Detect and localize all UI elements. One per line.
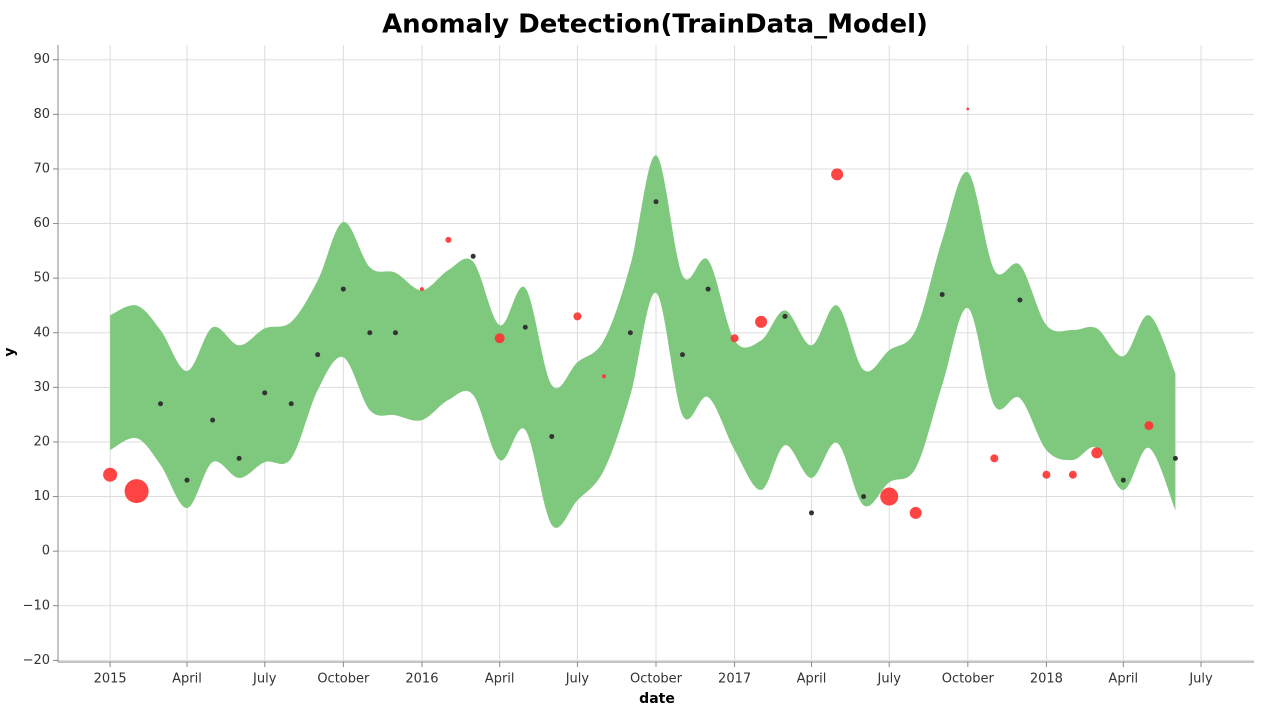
data-point [340,286,346,292]
data-point [262,390,268,396]
x-tick-label: April [485,672,515,687]
anomaly-point [573,312,582,321]
x-tick-label: October [317,672,370,687]
anomaly-point [1091,447,1103,459]
anomaly-point [990,454,999,463]
data-point [158,401,164,407]
marks [103,107,1178,528]
data-point [653,199,659,205]
chart-title: Anomaly Detection(TrainData_Model) [382,10,928,40]
data-point [1172,455,1178,461]
data-point [288,401,294,407]
y-tick-label: −10 [23,598,50,613]
y-tick-label: 0 [42,544,50,559]
anomaly-point [1042,470,1051,479]
y-tick-label: 60 [33,216,50,231]
x-tick-label: April [797,672,827,687]
y-tick-label: 50 [33,271,50,286]
data-point [367,330,373,336]
data-point [236,455,242,461]
data-point [782,313,788,319]
anomaly-point [880,487,899,506]
data-point [939,292,945,298]
y-tick-label: 90 [33,52,50,67]
anomaly-point [909,506,922,519]
anomaly-point [755,315,768,328]
anomaly-point [494,333,505,344]
anomaly-point [601,374,606,379]
y-tick-label: 20 [33,434,50,449]
data-point [470,253,476,259]
x-tick-label: July [252,672,277,687]
data-point [861,494,867,500]
anomaly-point [445,236,452,243]
data-point [549,433,555,439]
data-point [705,286,711,292]
anomaly-point [831,168,844,181]
anomaly-point [730,334,739,343]
y-tick-label: 10 [33,489,50,504]
x-tick-label: 2017 [718,672,751,687]
x-tick-label: October [942,672,995,687]
y-tick-label: 30 [33,380,50,395]
data-point [392,330,398,336]
x-tick-label: July [1188,672,1213,687]
data-point [1120,477,1126,483]
anomaly-point [103,467,118,482]
y-tick-label: 80 [33,107,50,122]
data-point [315,352,321,358]
data-point [1017,297,1023,303]
x-tick-label: April [1108,672,1138,687]
y-tick-label: 70 [33,161,50,176]
data-point [679,352,685,358]
anomaly-point [1144,421,1154,431]
y-tick-label: 40 [33,325,50,340]
anomaly-point [419,287,424,292]
confidence-band [110,155,1176,528]
x-tick-label: 2015 [94,672,127,687]
y-axis-title: y [2,347,18,356]
data-point [184,477,190,483]
x-tick-label: October [630,672,683,687]
x-tick-label: April [172,672,202,687]
y-tick-label: −20 [23,653,50,668]
data-point [210,417,216,423]
x-tick-label: 2018 [1030,672,1063,687]
x-axis-title: date [639,691,675,707]
axes: −20 −10 0 10 20 30 40 50 60 70 80 90 2015 April July Oc… [23,45,1254,687]
x-tick-label: 2016 [405,672,438,687]
anomaly-point [966,107,970,111]
data-point [522,324,528,330]
data-point [808,510,814,516]
x-tick-label: July [877,672,902,687]
anomaly-point [1068,470,1077,479]
x-tick-label: July [565,672,590,687]
anomaly-point [124,479,149,504]
data-point [627,330,633,336]
